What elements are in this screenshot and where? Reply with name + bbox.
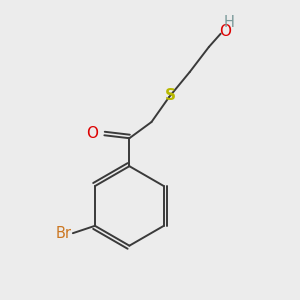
- Text: O: O: [86, 126, 98, 141]
- Text: S: S: [165, 88, 176, 103]
- Text: H: H: [224, 15, 235, 30]
- Text: O: O: [219, 24, 231, 39]
- Text: Br: Br: [56, 226, 72, 241]
